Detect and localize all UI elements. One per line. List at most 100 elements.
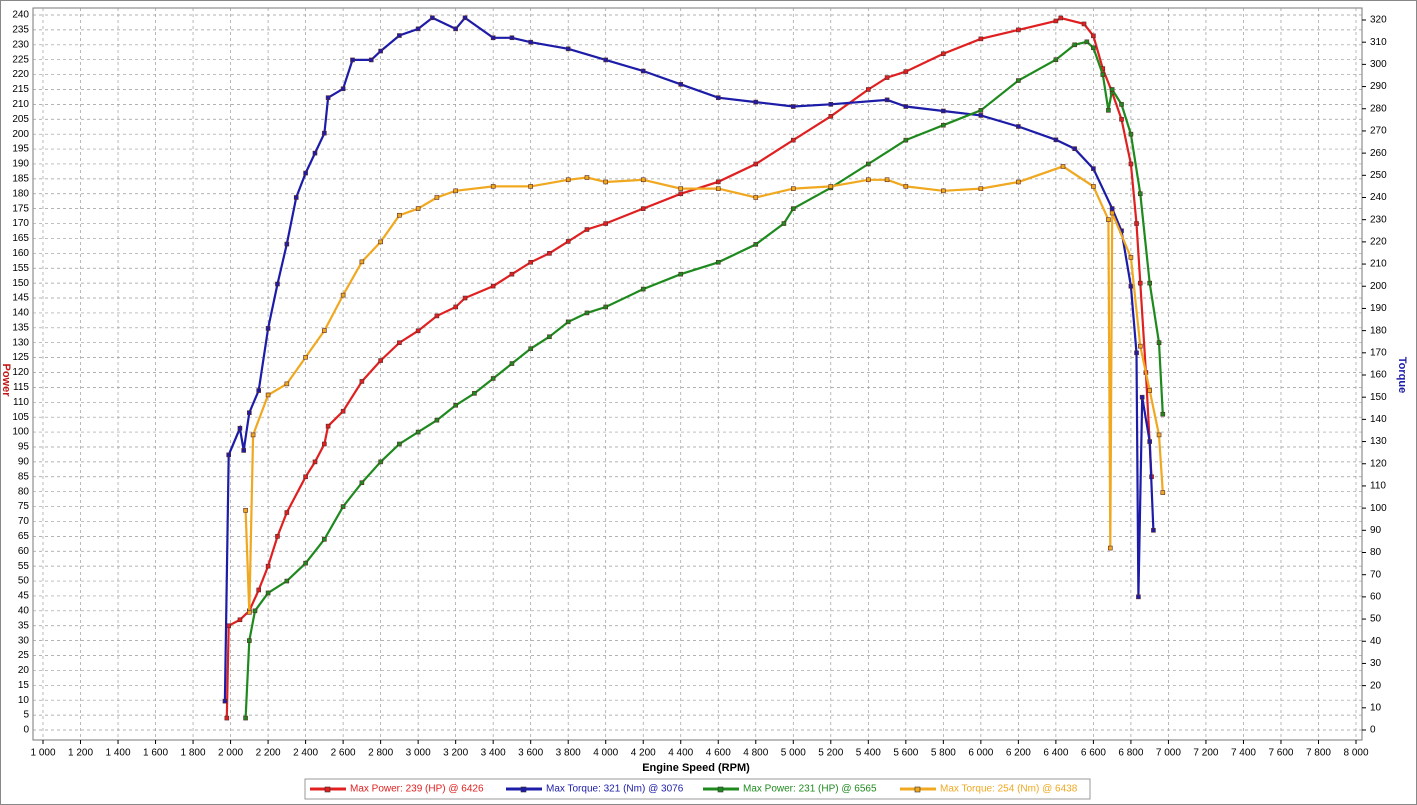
y-tick-label: 5 <box>23 710 29 721</box>
x-tick-label: 7 600 <box>1268 748 1293 759</box>
y2-axis-label: Torque <box>1396 357 1408 393</box>
data-point <box>903 104 909 109</box>
data-point <box>237 425 243 431</box>
y2-tick-label: 100 <box>1370 503 1387 514</box>
data-point <box>565 177 571 183</box>
y2-tick-label: 140 <box>1370 414 1387 425</box>
data-point <box>322 130 327 136</box>
data-point <box>528 259 533 265</box>
data-point <box>941 51 946 57</box>
x-tick-label: 2 800 <box>368 748 393 759</box>
y-tick-label: 170 <box>12 218 29 229</box>
data-point <box>584 227 590 232</box>
y-tick-label: 65 <box>18 531 30 542</box>
y2-tick-label: 10 <box>1370 702 1382 713</box>
x-tick-label: 2 400 <box>293 748 318 759</box>
data-point <box>359 259 365 265</box>
data-point <box>303 560 308 566</box>
y2-tick-label: 300 <box>1370 59 1387 70</box>
data-point <box>509 361 515 366</box>
legend-label: Max Torque: 321 (Nm) @ 3076 <box>546 784 684 795</box>
data-point <box>1160 411 1166 417</box>
y-tick-label: 60 <box>18 546 30 557</box>
y-tick-label: 75 <box>18 501 30 512</box>
data-point <box>1147 439 1152 444</box>
y-tick-label: 15 <box>18 680 30 691</box>
data-point <box>790 137 796 143</box>
data-point <box>490 184 496 189</box>
x-tick-label: 3 200 <box>443 748 468 759</box>
data-point <box>453 188 458 194</box>
data-point <box>312 150 318 156</box>
data-point <box>247 410 252 416</box>
data-point <box>678 186 684 191</box>
data-point <box>378 358 383 363</box>
data-point <box>453 402 458 408</box>
data-point <box>303 170 308 176</box>
data-point <box>640 286 646 292</box>
data-point <box>1016 179 1021 185</box>
data-point <box>1084 39 1090 45</box>
data-point <box>1128 161 1134 167</box>
data-point <box>603 221 609 226</box>
data-point <box>978 36 984 42</box>
data-point <box>565 46 571 52</box>
y-tick-label: 145 <box>12 293 29 304</box>
data-point <box>866 161 871 167</box>
y2-tick-label: 260 <box>1370 148 1387 159</box>
data-point <box>222 698 228 704</box>
data-point <box>1072 42 1077 48</box>
y-tick-label: 135 <box>12 322 29 333</box>
data-point <box>243 715 248 721</box>
y-tick-label: 120 <box>12 367 29 378</box>
data-point <box>1106 108 1111 113</box>
data-point <box>1128 283 1134 289</box>
data-point <box>753 195 759 200</box>
data-point <box>250 432 256 438</box>
y-tick-label: 25 <box>18 650 30 661</box>
y-tick-label: 125 <box>12 352 29 363</box>
x-tick-label: 3 600 <box>518 748 543 759</box>
data-point <box>584 310 590 316</box>
y-tick-label: 140 <box>12 308 29 319</box>
y2-tick-label: 220 <box>1370 237 1387 248</box>
data-point <box>715 179 721 185</box>
data-point <box>462 295 468 301</box>
y2-tick-label: 310 <box>1370 37 1387 48</box>
data-point <box>265 326 271 331</box>
y-tick-label: 185 <box>12 173 29 184</box>
data-point <box>284 578 290 584</box>
data-point <box>715 186 721 191</box>
x-tick-label: 2 000 <box>218 748 243 759</box>
data-point <box>978 186 984 191</box>
y-tick-label: 240 <box>12 10 29 21</box>
y-tick-label: 45 <box>18 591 30 602</box>
data-point <box>472 391 477 396</box>
data-point <box>1156 432 1162 438</box>
y-tick-label: 220 <box>12 69 29 80</box>
x-tick-label: 1 200 <box>68 748 93 759</box>
data-point <box>415 328 421 334</box>
data-point <box>1109 206 1115 211</box>
data-point <box>378 239 383 245</box>
legend-marker <box>520 786 527 793</box>
y-tick-label: 115 <box>13 382 29 393</box>
x-tick-label: 6 800 <box>1118 748 1143 759</box>
y2-tick-label: 60 <box>1370 592 1382 603</box>
data-point <box>528 39 533 45</box>
data-point <box>1091 33 1096 39</box>
data-point <box>603 57 609 63</box>
data-point <box>753 242 759 247</box>
x-tick-label: 1 400 <box>106 748 131 759</box>
y2-tick-label: 210 <box>1370 259 1387 270</box>
y2-tick-label: 240 <box>1370 192 1387 203</box>
y-tick-label: 20 <box>18 665 30 676</box>
data-point <box>226 623 231 629</box>
data-point <box>1100 72 1106 77</box>
data-point <box>275 281 280 287</box>
x-tick-label: 1 800 <box>181 748 206 759</box>
y2-tick-label: 0 <box>1370 725 1376 736</box>
data-point <box>378 459 383 465</box>
y-tick-label: 105 <box>12 412 29 423</box>
